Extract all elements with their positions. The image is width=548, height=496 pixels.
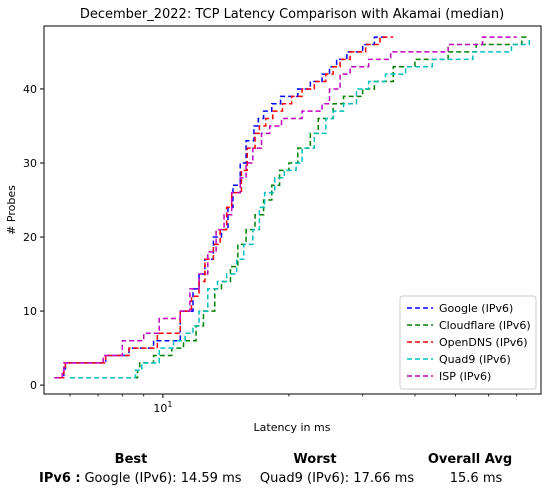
plot-area [54, 36, 531, 379]
series-line-2 [59, 36, 394, 379]
y-axis-label: # Probes [5, 185, 18, 235]
y-tick-label-4: 40 [23, 83, 37, 96]
series-line-0 [57, 36, 389, 379]
legend-label-1: Cloudflare (IPv6) [439, 319, 531, 332]
x-axis-label: Latency in ms [254, 421, 331, 434]
series-line-4 [54, 36, 517, 379]
y-axis: 0 10 20 30 40 [23, 83, 44, 392]
legend-label-0: Google (IPv6) [439, 302, 513, 315]
legend-label-2: OpenDNS (IPv6) [439, 336, 528, 349]
legend-box [399, 295, 537, 390]
axes-frame [43, 25, 542, 395]
y-tick-label-2: 20 [23, 231, 37, 244]
legend-label-3: Quad9 (IPv6) [439, 353, 511, 366]
x-axis: 101 [69, 394, 518, 415]
chart-title: December_2022: TCP Latency Comparison wi… [80, 7, 504, 22]
y-tick-label-3: 30 [23, 157, 37, 170]
y-tick-label-1: 10 [23, 305, 37, 318]
series-line-3 [70, 37, 531, 379]
series-line-1 [70, 36, 530, 379]
legend: Google (IPv6) Cloudflare (IPv6) OpenDNS (I… [399, 295, 537, 390]
x-tick-label-0: 101 [153, 400, 172, 415]
y-tick-label-0: 0 [30, 379, 37, 392]
legend-label-4: ISP (IPv6) [439, 370, 491, 383]
